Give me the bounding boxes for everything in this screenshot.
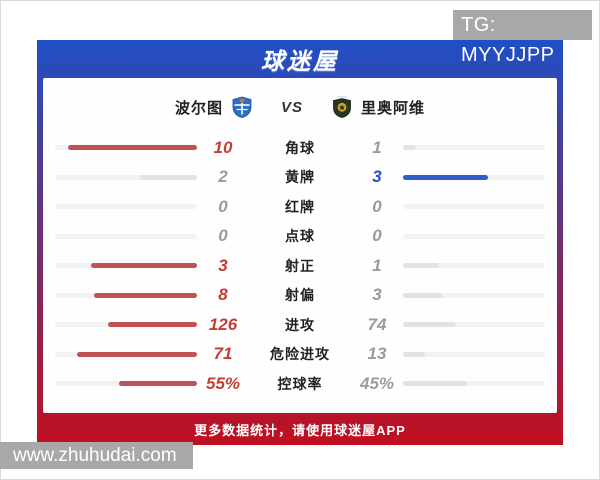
stat-row: 0 红牌 0 xyxy=(43,192,557,222)
home-bar-track xyxy=(55,351,197,357)
away-bar-fill xyxy=(403,145,416,151)
stat-row: 8 射偏 3 xyxy=(43,281,557,311)
home-bar-fill xyxy=(118,381,197,387)
away-bar-track xyxy=(403,204,545,210)
home-bar-track xyxy=(55,204,197,210)
away-bar-track xyxy=(403,381,545,387)
stat-label: 射正 xyxy=(285,257,315,274)
away-team-crest-icon xyxy=(332,96,352,118)
stat-row: 55% 控球率 45% xyxy=(43,369,557,399)
app-header: 球迷屋 xyxy=(37,40,563,78)
stats-card: 波尔图 VS xyxy=(43,78,557,413)
stats-list: 10 角球 1 2 黄牌 3 0 红牌 0 0 点球 0 xyxy=(43,133,557,413)
away-bar-fill xyxy=(403,174,489,180)
home-bar-fill xyxy=(140,174,197,180)
stat-row: 126 进攻 74 xyxy=(43,310,557,340)
app-footer: 更多数据统计，请使用球迷屋APP xyxy=(37,413,563,445)
brand-logo: 球迷屋 xyxy=(261,48,339,74)
home-value: 3 xyxy=(218,255,228,275)
away-bar-track xyxy=(403,145,545,151)
away-bar-track xyxy=(403,174,545,180)
stat-row: 10 角球 1 xyxy=(43,133,557,163)
stat-row: 71 危险进攻 13 xyxy=(43,340,557,370)
away-bar-fill xyxy=(403,351,425,357)
away-value: 1 xyxy=(372,255,382,275)
home-value: 0 xyxy=(218,226,228,246)
away-bar-track xyxy=(403,263,545,269)
away-bar-fill xyxy=(403,292,442,298)
away-bar-track xyxy=(403,322,545,328)
home-bar-track xyxy=(55,263,197,269)
away-bar-track xyxy=(403,292,545,298)
away-team-name: 里奥阿维 xyxy=(361,99,426,117)
home-bar-track xyxy=(55,174,197,180)
away-bar-fill xyxy=(403,322,456,328)
match-header: 波尔图 VS xyxy=(43,78,557,123)
home-team-crest-icon xyxy=(232,96,252,118)
stat-label: 危险进攻 xyxy=(270,346,330,363)
home-bar-track xyxy=(55,233,197,239)
watermark: www.zhuhudai.com xyxy=(0,442,193,469)
home-bar-track xyxy=(55,322,197,328)
home-bar-fill xyxy=(76,351,197,357)
stat-label: 黄牌 xyxy=(285,169,315,186)
telegram-badge-label: TG: MYYJJPP xyxy=(461,14,555,66)
vs-label: VS xyxy=(280,98,303,116)
home-value: 55% xyxy=(205,373,241,393)
home-bar-fill xyxy=(67,145,197,151)
away-value: 13 xyxy=(367,344,387,364)
away-bar-fill xyxy=(403,263,439,269)
stat-label: 进攻 xyxy=(285,316,315,333)
home-value: 71 xyxy=(213,344,233,364)
home-value: 126 xyxy=(208,314,238,334)
footer-text: 更多数据统计，请使用球迷屋APP xyxy=(194,422,406,438)
home-value: 8 xyxy=(218,285,228,305)
away-value: 3 xyxy=(372,285,382,305)
stat-label: 射偏 xyxy=(285,287,315,304)
stat-row: 3 射正 1 xyxy=(43,251,557,281)
away-value: 1 xyxy=(372,137,382,157)
stat-label: 角球 xyxy=(285,139,315,156)
stats-panel: 球迷屋 波尔图 VS xyxy=(37,40,563,445)
home-value: 10 xyxy=(213,137,233,157)
away-value: 74 xyxy=(367,314,387,334)
away-value: 0 xyxy=(372,226,382,246)
stat-label: 控球率 xyxy=(277,375,323,392)
telegram-badge: TG: MYYJJPP xyxy=(453,10,592,66)
home-bar-track xyxy=(55,292,197,298)
home-bar-fill xyxy=(93,292,197,298)
away-value: 45% xyxy=(359,373,395,393)
away-value: 3 xyxy=(372,167,382,187)
stat-row: 2 黄牌 3 xyxy=(43,163,557,193)
watermark-text: www.zhuhudai.com xyxy=(13,445,177,466)
home-team-name: 波尔图 xyxy=(174,99,223,117)
away-bar-track xyxy=(403,233,545,239)
home-bar-track xyxy=(55,145,197,151)
stat-row: 0 点球 0 xyxy=(43,222,557,252)
home-bar-track xyxy=(55,381,197,387)
away-bar-fill xyxy=(403,381,467,387)
home-value: 0 xyxy=(218,196,228,216)
away-value: 0 xyxy=(372,196,382,216)
away-bar-track xyxy=(403,351,545,357)
home-bar-fill xyxy=(90,263,197,269)
home-bar-fill xyxy=(107,322,197,328)
home-value: 2 xyxy=(218,167,228,187)
stat-label: 点球 xyxy=(285,228,315,245)
stat-label: 红牌 xyxy=(285,198,315,215)
